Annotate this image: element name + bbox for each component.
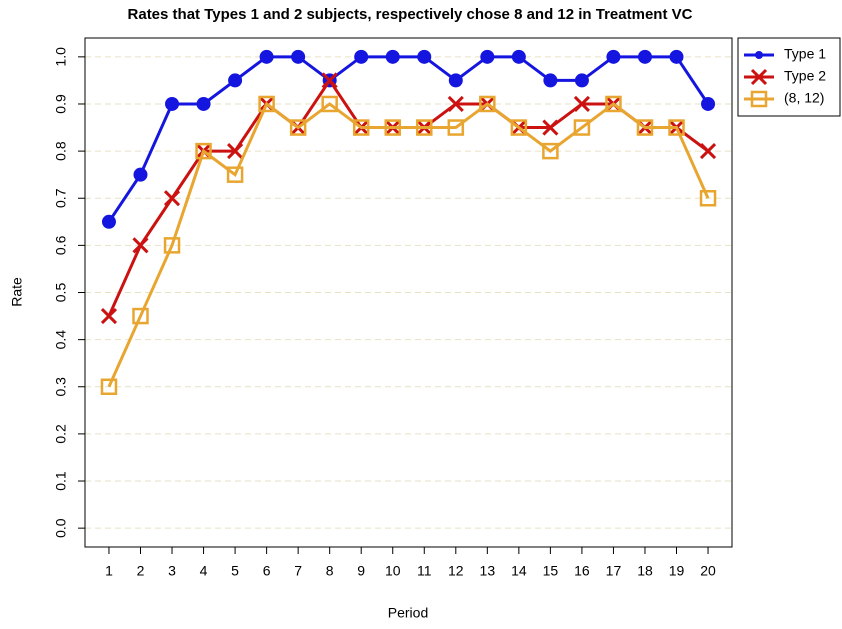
x-tick-label: 18 (637, 563, 653, 579)
y-tick-label: 0.7 (53, 188, 69, 208)
point (226, 166, 244, 183)
x-tick-label: 16 (574, 563, 590, 579)
point (321, 72, 338, 89)
x-tick-label: 2 (137, 563, 145, 579)
point (163, 237, 181, 254)
y-tick-label: 0.4 (53, 330, 69, 350)
y-axis-label: Rate (9, 277, 25, 307)
point (289, 119, 307, 136)
point (417, 49, 432, 64)
x-tick-label: 5 (231, 563, 239, 579)
y-tick-label: 0.5 (53, 283, 69, 303)
point (132, 237, 149, 254)
point (637, 49, 652, 64)
point (668, 119, 685, 136)
point (354, 49, 369, 64)
legend-label: (8, 12) (784, 90, 824, 106)
point (573, 95, 590, 113)
point (574, 73, 589, 88)
point (228, 73, 243, 88)
point (605, 95, 622, 113)
point (510, 119, 528, 136)
plot-frame (84, 37, 733, 548)
legend-marker (750, 68, 768, 86)
point (699, 189, 717, 207)
x-tick-label: 12 (448, 563, 464, 579)
point (606, 49, 621, 64)
point (636, 119, 654, 136)
x-tick-label: 20 (700, 563, 716, 579)
point (573, 119, 591, 136)
x-tick-label: 9 (357, 563, 365, 579)
x-tick-label: 6 (263, 563, 271, 579)
x-tick-label: 8 (326, 563, 334, 579)
x-tick-label: 13 (480, 563, 496, 579)
point (542, 142, 559, 160)
point (385, 49, 400, 64)
y-tick-label: 0.9 (53, 94, 69, 114)
point (543, 73, 558, 88)
point (699, 143, 717, 160)
point (259, 49, 274, 64)
x-tick-label: 14 (511, 563, 527, 579)
x-tick-label: 4 (200, 563, 208, 579)
point (227, 143, 244, 160)
point (447, 95, 464, 113)
point (165, 96, 180, 111)
point (291, 49, 306, 64)
x-tick-label: 10 (385, 563, 401, 579)
point (195, 142, 212, 160)
x-tick-label: 1 (105, 563, 113, 579)
x-tick-label: 11 (417, 563, 432, 579)
legend-label: Type 2 (784, 68, 826, 84)
x-axis-label: Period (388, 605, 428, 621)
point (163, 190, 181, 207)
point (542, 119, 559, 136)
x-tick-label: 17 (606, 563, 622, 579)
point (100, 378, 118, 396)
point (100, 308, 118, 325)
point (701, 96, 716, 111)
y-tick-label: 0.1 (53, 471, 69, 491)
legend-marker (755, 51, 763, 59)
x-tick-label: 19 (669, 563, 685, 579)
y-tick-label: 1.0 (53, 47, 69, 67)
chart-title: Rates that Types 1 and 2 subjects, respe… (128, 6, 693, 23)
point (133, 167, 148, 182)
y-tick-label: 0.6 (53, 235, 69, 255)
x-tick-label: 3 (168, 563, 176, 579)
y-tick-label: 0.3 (53, 377, 69, 397)
point (321, 95, 338, 113)
legend-label: Type 1 (784, 46, 826, 62)
point (352, 119, 370, 136)
y-tick-label: 0.2 (53, 424, 69, 444)
point (196, 96, 211, 111)
x-tick-label: 15 (543, 563, 559, 579)
point (669, 49, 684, 64)
point (479, 95, 496, 113)
point (416, 119, 433, 136)
point (448, 73, 463, 88)
point (132, 307, 149, 325)
point (384, 119, 401, 136)
point (480, 49, 495, 64)
legend: Type 1 Type 2 (8, 12) (737, 37, 841, 117)
point (511, 49, 526, 64)
legend-marker (750, 90, 768, 108)
x-tick-label: 7 (294, 563, 302, 579)
point (258, 95, 275, 113)
point (101, 214, 116, 229)
series-line (107, 101, 710, 388)
y-tick-label: 0.0 (53, 518, 69, 538)
point (447, 119, 465, 136)
y-tick-label: 0.8 (53, 141, 69, 161)
